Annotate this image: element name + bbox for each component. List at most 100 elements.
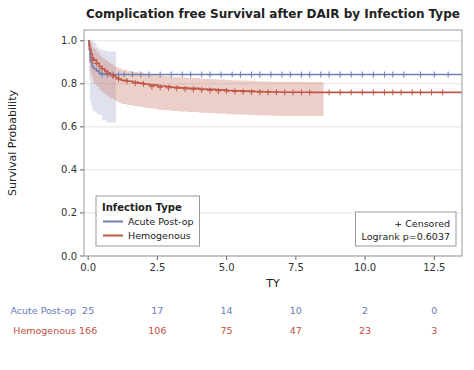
censor-mark — [298, 89, 304, 95]
y-tick-label: 0.8 — [61, 78, 77, 89]
censor-mark — [337, 89, 343, 95]
censor-mark — [257, 72, 263, 78]
x-tick-label: 12.5 — [423, 262, 445, 273]
y-tick — [80, 83, 84, 84]
censor-mark — [417, 89, 423, 95]
censor-mark — [307, 72, 313, 78]
x-tick — [157, 256, 158, 260]
y-axis-label: Survival Probability — [6, 90, 19, 196]
x-tick — [295, 256, 296, 260]
censor-mark — [182, 86, 188, 92]
y-tick — [80, 212, 84, 213]
censor-mark — [224, 88, 230, 94]
censor-mark — [445, 72, 451, 78]
censor-mark — [298, 72, 304, 78]
censor-mark — [249, 72, 255, 78]
annotation-box — [356, 212, 456, 246]
y-tick — [80, 126, 84, 127]
y-tick — [80, 256, 84, 257]
censor-mark — [141, 81, 147, 87]
plot-background — [84, 30, 462, 256]
at-risk-row-label: Hemogenous — [13, 325, 76, 336]
grid-line — [84, 126, 462, 127]
at-risk-count: 47 — [290, 325, 302, 336]
at-risk-count: 106 — [148, 325, 166, 336]
plot-area — [88, 41, 462, 123]
at-risk-count: 166 — [79, 325, 97, 336]
censor-mark — [401, 72, 407, 78]
censor-mark — [359, 72, 365, 78]
at-risk-count: 25 — [82, 305, 94, 316]
censor-mark — [149, 84, 155, 90]
x-tick — [365, 256, 366, 260]
censor-mark — [337, 72, 343, 78]
censor-mark — [318, 72, 324, 78]
censor-mark — [268, 72, 274, 78]
censor-mark — [381, 89, 387, 95]
censor-mark — [417, 72, 423, 78]
survival-curve — [88, 41, 462, 75]
censor-mark — [188, 72, 194, 78]
censor-mark — [99, 66, 105, 72]
x-tick-label: 2.5 — [149, 262, 165, 273]
censor-mark — [168, 72, 174, 78]
censor-mark — [207, 87, 213, 93]
y-tick-label: 0.0 — [61, 251, 77, 262]
grid-line — [84, 40, 462, 41]
legend-box — [96, 196, 200, 246]
censor-mark — [89, 57, 95, 63]
at-risk-count: 23 — [359, 325, 371, 336]
censor-mark — [287, 72, 293, 78]
y-tick — [80, 169, 84, 170]
plot-frame — [84, 30, 462, 256]
title: Complication free Survival after DAIR by… — [86, 7, 460, 21]
censor-mark — [124, 78, 130, 84]
censor-mark — [273, 89, 279, 95]
censor-mark — [215, 88, 221, 94]
censor-mark — [398, 89, 404, 95]
censor-mark — [218, 72, 224, 78]
ci-band — [88, 41, 323, 116]
y-tick — [80, 40, 84, 41]
annotation-text: + Censored — [394, 218, 450, 229]
censor-mark — [409, 89, 415, 95]
censor-mark — [390, 89, 396, 95]
censor-mark — [282, 89, 288, 95]
x-tick — [226, 256, 227, 260]
at-risk-count: 0 — [431, 305, 437, 316]
x-tick — [434, 256, 435, 260]
survival-curve — [88, 41, 462, 93]
annotation: + CensoredLogrank p=0.6037 — [356, 212, 456, 246]
x-axis-label: TY — [265, 277, 280, 290]
censor-mark — [121, 72, 127, 78]
censor-mark — [165, 85, 171, 91]
censor-mark — [370, 72, 376, 78]
censor-mark — [110, 73, 116, 79]
legend-title: Infection Type — [102, 202, 182, 213]
censor-mark — [232, 89, 238, 95]
x-tick — [88, 256, 89, 260]
censor-mark — [199, 87, 205, 93]
censor-mark — [348, 89, 354, 95]
censor-mark — [326, 89, 332, 95]
legend: Infection TypeAcute Post-opHemogenous — [96, 196, 200, 246]
censor-mark — [116, 76, 122, 82]
y-tick-label: 0.6 — [61, 121, 77, 132]
x-tick-label: 0.0 — [80, 262, 96, 273]
legend-swatch — [103, 221, 123, 223]
censor-mark — [174, 85, 180, 91]
censor-mark — [129, 72, 135, 78]
censor-mark — [249, 89, 255, 95]
censor-mark — [105, 70, 111, 76]
censor-mark — [326, 72, 332, 78]
censor-mark — [190, 86, 196, 92]
y-tick-label: 0.2 — [61, 207, 77, 218]
at-risk-count: 17 — [151, 305, 163, 316]
x-tick-label: 7.5 — [288, 262, 304, 273]
censor-mark — [229, 72, 235, 78]
chart: 0.00.20.40.60.81.00.02.55.07.510.012.5Co… — [0, 0, 474, 370]
censor-mark — [307, 89, 313, 95]
censor-mark — [370, 89, 376, 95]
x-tick-label: 5.0 — [219, 262, 235, 273]
at-risk-count: 3 — [431, 325, 437, 336]
